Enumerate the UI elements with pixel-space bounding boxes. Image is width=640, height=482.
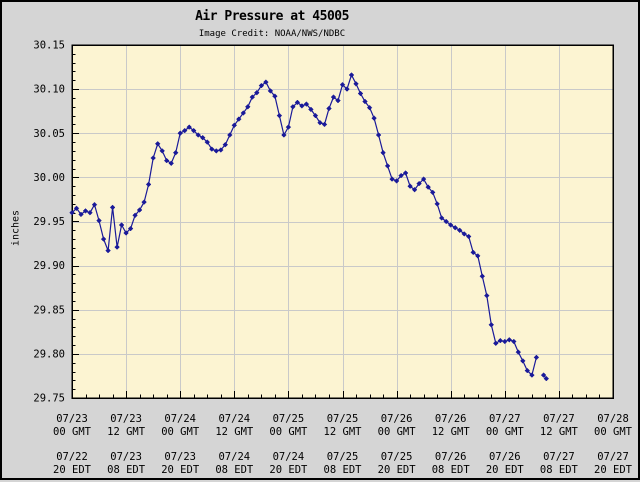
x-tick-label-edt: 20 EDT: [594, 464, 633, 476]
x-tick-label-edt: 20 EDT: [53, 464, 92, 476]
x-tick-label-gmt: 12 GMT: [215, 426, 254, 438]
x-tick-label-edt: 07/25: [327, 451, 359, 463]
x-tick-label-edt: 20 EDT: [486, 464, 525, 476]
x-tick-label-gmt: 00 GMT: [269, 426, 308, 438]
x-tick-label-edt: 08 EDT: [324, 464, 363, 476]
y-tick-label: 30.00: [33, 172, 65, 184]
x-tick-label-gmt: 00 GMT: [486, 426, 525, 438]
x-tick-label-gmt: 07/26: [435, 413, 467, 425]
x-tick-label-edt: 07/23: [164, 451, 196, 463]
x-tick-label-gmt: 12 GMT: [324, 426, 363, 438]
y-tick-label: 29.95: [33, 216, 65, 228]
x-tick-label-edt: 07/27: [597, 451, 629, 463]
x-tick-label-edt: 07/22: [56, 451, 88, 463]
x-tick-label-edt: 07/27: [543, 451, 575, 463]
chart-subtitle: Image Credit: NOAA/NWS/NDBC: [198, 29, 346, 39]
x-tick-label-gmt: 07/23: [110, 413, 142, 425]
x-tick-label-edt: 07/23: [110, 451, 142, 463]
x-tick-label-edt: 20 EDT: [269, 464, 308, 476]
x-tick-label-gmt: 07/26: [381, 413, 413, 425]
y-tick-label: 29.85: [33, 304, 65, 316]
y-tick-label: 30.10: [33, 84, 65, 96]
x-tick-label-edt: 07/24: [273, 451, 305, 463]
x-tick-label-gmt: 07/28: [597, 413, 629, 425]
pressure-markers: [540, 372, 550, 382]
x-tick-label-gmt: 07/27: [543, 413, 575, 425]
pressure-markers: [69, 72, 540, 378]
x-tick-label-gmt: 12 GMT: [107, 426, 146, 438]
plot-border: [71, 44, 614, 399]
y-tick-label: 30.15: [33, 40, 65, 52]
x-tick-label-gmt: 07/25: [327, 413, 359, 425]
y-tick-label: 29.75: [33, 393, 65, 405]
x-tick-label-gmt: 00 GMT: [378, 426, 417, 438]
y-tick-label: 30.05: [33, 128, 65, 140]
x-tick-label-edt: 20 EDT: [378, 464, 417, 476]
x-tick-label-gmt: 07/24: [218, 413, 250, 425]
x-tick-label-edt: 07/25: [381, 451, 413, 463]
x-tick-label-gmt: 07/24: [164, 413, 196, 425]
x-tick-label-gmt: 07/27: [489, 413, 521, 425]
x-tick-label-edt: 08 EDT: [107, 464, 146, 476]
x-tick-label-gmt: 00 GMT: [594, 426, 633, 438]
x-tick-label-edt: 07/26: [435, 451, 467, 463]
x-tick-label-edt: 08 EDT: [215, 464, 254, 476]
x-tick-label-edt: 07/26: [489, 451, 521, 463]
x-tick-label-gmt: 12 GMT: [432, 426, 471, 438]
plot-background: [72, 45, 613, 398]
x-tick-label-gmt: 00 GMT: [161, 426, 200, 438]
chart-title: Air Pressure at 45005: [195, 9, 349, 24]
x-tick-label-edt: 08 EDT: [540, 464, 579, 476]
x-tick-label-gmt: 07/25: [273, 413, 305, 425]
x-tick-label-gmt: 00 GMT: [53, 426, 92, 438]
x-tick-label-gmt: 12 GMT: [540, 426, 579, 438]
x-tick-label-edt: 20 EDT: [161, 464, 200, 476]
x-tick-label-edt: 08 EDT: [432, 464, 471, 476]
y-tick-label: 29.90: [33, 260, 65, 272]
x-tick-label-edt: 07/24: [218, 451, 250, 463]
x-tick-label-gmt: 07/23: [56, 413, 88, 425]
y-tick-label: 29.80: [33, 348, 65, 360]
